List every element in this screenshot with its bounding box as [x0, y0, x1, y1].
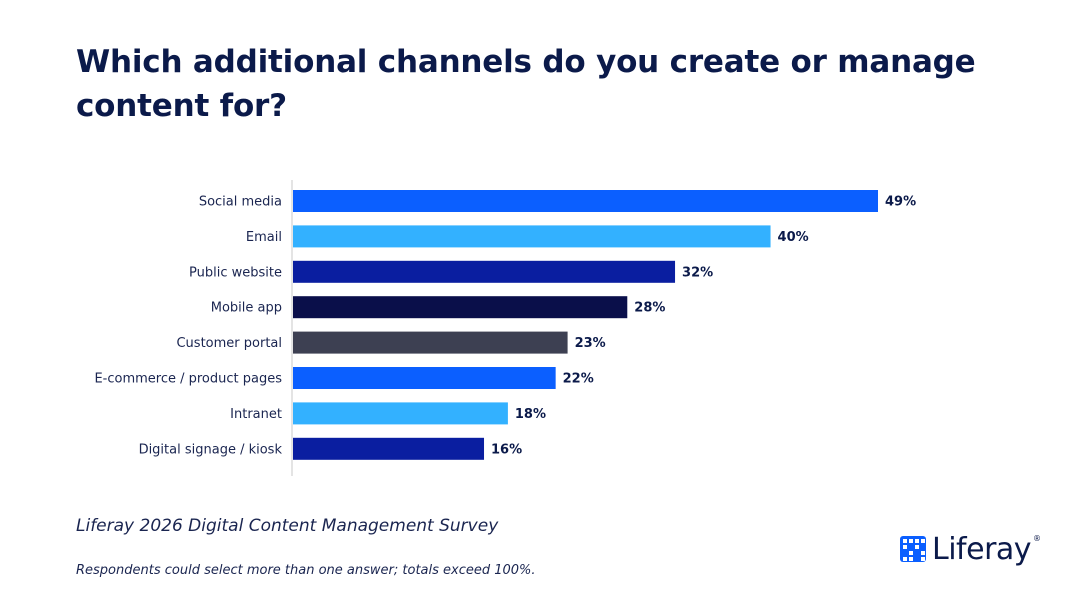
category-label: Intranet [230, 407, 282, 422]
bar [293, 331, 568, 354]
bar [293, 296, 628, 319]
category-label: E-commerce / product pages [94, 372, 282, 387]
liferay-logo: Liferay ® [900, 531, 1042, 567]
value-label: 28% [634, 301, 665, 316]
category-label: Digital signage / kiosk [139, 442, 283, 457]
liferay-logo-icon [900, 536, 926, 562]
registered-mark: ® [1033, 534, 1042, 543]
source-caption: Liferay 2026 Digital Content Management … [76, 516, 499, 536]
bar [293, 367, 556, 389]
category-label: Email [246, 230, 282, 245]
value-label: 40% [778, 230, 809, 245]
category-label: Public website [189, 265, 282, 280]
category-label: Mobile app [211, 301, 282, 316]
category-label: Customer portal [176, 336, 282, 351]
value-label: 32% [682, 265, 713, 280]
value-label: 18% [515, 407, 546, 422]
bar [293, 190, 878, 212]
logo-text: Liferay [932, 531, 1032, 567]
category-label: Social media [199, 195, 282, 210]
bar [293, 225, 771, 248]
bar [293, 402, 508, 425]
footnote: Respondents could select more than one a… [76, 563, 536, 578]
chart-title: Which additional channels do you create … [76, 44, 976, 124]
value-label: 23% [575, 336, 606, 351]
value-label: 16% [491, 442, 522, 457]
bar [293, 260, 676, 283]
bar [293, 437, 485, 460]
value-label: 22% [563, 372, 594, 387]
value-label: 49% [885, 195, 916, 210]
